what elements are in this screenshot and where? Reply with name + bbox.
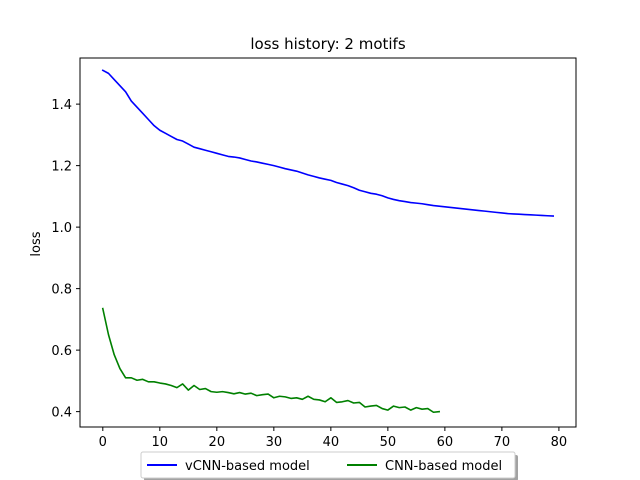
plot-frame <box>79 57 577 428</box>
y-axis-label-group: loss <box>29 231 44 256</box>
x-tick-label: 0 <box>99 435 107 450</box>
plot-marks <box>101 69 555 414</box>
x-tick-label: 10 <box>152 435 169 450</box>
legend: vCNN-based model CNN-based model <box>140 451 518 480</box>
y-tick-label: 1.2 <box>51 160 72 175</box>
y-tick-label: 1.4 <box>51 98 72 113</box>
legend-label-1: CNN-based model <box>385 459 502 474</box>
y-axis-label: loss <box>29 231 44 256</box>
x-tick-label: 30 <box>266 435 283 450</box>
series-line-0 <box>101 69 555 217</box>
legend-box <box>140 451 516 479</box>
x-tick-label: 60 <box>437 435 454 450</box>
x-tick-label: 20 <box>209 435 226 450</box>
legend-label-0: vCNN-based model <box>185 459 310 474</box>
axes: 0 10 20 30 40 50 60 70 80 0.4 0.6 0.8 1.0 1.2 1.4 <box>51 57 577 450</box>
y-tick-label: 0.6 <box>51 344 72 359</box>
series-line-1 <box>101 307 441 414</box>
x-tick-label: 40 <box>323 435 340 450</box>
y-tick-label: 0.4 <box>51 406 72 421</box>
x-tick-label: 80 <box>551 435 568 450</box>
chart-title: loss history: 2 motifs <box>250 35 405 53</box>
y-tick-label: 0.8 <box>51 283 72 298</box>
x-tick-label: 70 <box>494 435 511 450</box>
y-tick-label: 1.0 <box>51 221 72 236</box>
x-tick-label: 50 <box>380 435 397 450</box>
